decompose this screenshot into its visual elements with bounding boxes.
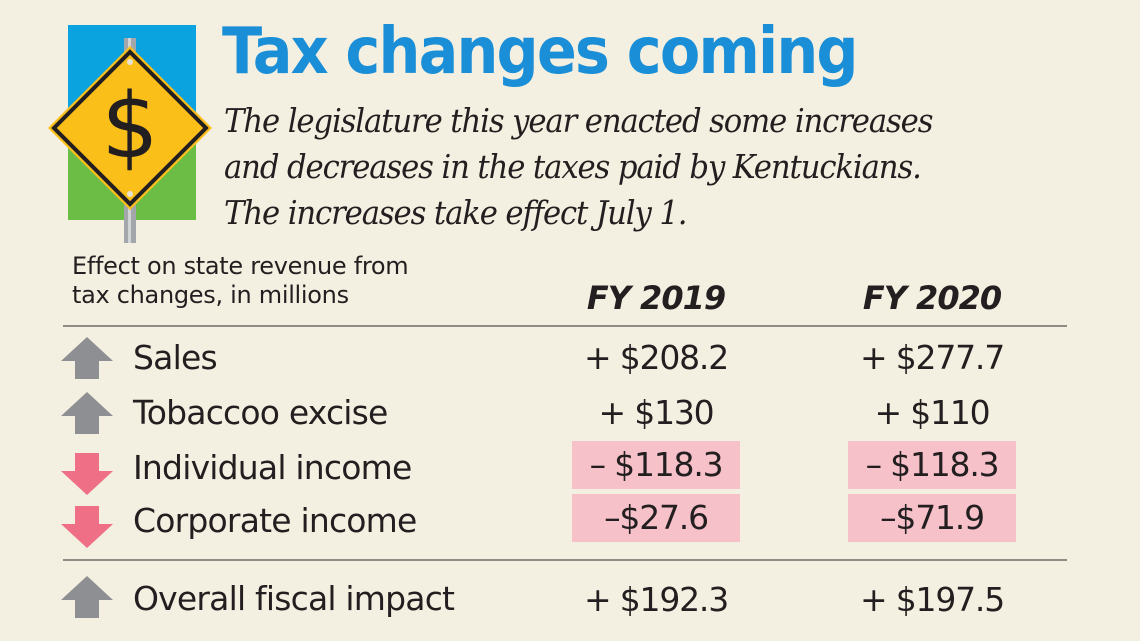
table-row-overall-fiscal-impact: Overall fiscal impact + $192.3 + $197.5 [0, 572, 1140, 626]
header-divider [63, 325, 1067, 327]
table-caption: Effect on state revenue from tax changes… [72, 252, 409, 310]
dollar-road-sign-icon: $ [48, 25, 212, 243]
row-label: Corporate income [133, 501, 417, 540]
column-header-fy2020: FY 2020 [862, 279, 1002, 317]
up-arrow-icon [61, 576, 113, 618]
table-row-sales: Sales + $208.2 + $277.7 [0, 331, 1140, 385]
subtitle-line: and decreases in the taxes paid by Kentu… [224, 147, 922, 186]
subtitle-line: The legislature this year enacted some i… [224, 101, 933, 140]
subtitle-line: The increases take effect July 1. [224, 193, 687, 232]
table-row-corporate-income: Corporate income –$27.6 –$71.9 [0, 494, 1140, 548]
value-fy2020: + $110 [874, 393, 991, 432]
row-label: Sales [133, 338, 218, 377]
value-fy2019: – $118.3 [572, 441, 740, 489]
up-arrow-icon [61, 337, 113, 379]
column-header-fy2019: FY 2019 [586, 279, 726, 317]
value-fy2019: + $130 [598, 393, 715, 432]
value-fy2020: – $118.3 [848, 441, 1016, 489]
row-label: Individual income [133, 448, 412, 487]
up-arrow-icon [61, 392, 113, 434]
value-fy2020: + $277.7 [859, 338, 1005, 377]
page-title: Tax changes coming [222, 15, 859, 89]
sign-diamond-outer [48, 46, 212, 210]
down-arrow-icon [61, 453, 113, 495]
table-row-individual-income: Individual income – $118.3 – $118.3 [0, 441, 1140, 495]
subtitle: The legislature this year enacted some i… [224, 98, 1024, 236]
total-fy2019: + $192.3 [583, 580, 729, 619]
value-fy2019: + $208.2 [583, 338, 729, 377]
table-row-tobacco-excise: Tobaccoo excise + $130 + $110 [0, 386, 1140, 440]
total-divider [63, 559, 1067, 561]
down-arrow-icon [61, 506, 113, 548]
value-fy2020: –$71.9 [848, 494, 1016, 542]
row-label: Overall fiscal impact [133, 579, 455, 618]
row-label: Tobaccoo excise [133, 393, 388, 432]
total-fy2020: + $197.5 [859, 580, 1005, 619]
caption-line: tax changes, in millions [72, 281, 349, 309]
value-fy2019: –$27.6 [572, 494, 740, 542]
sign-diamond-border [51, 49, 209, 207]
caption-line: Effect on state revenue from [72, 252, 409, 280]
dollar-symbol: $ [101, 74, 158, 179]
